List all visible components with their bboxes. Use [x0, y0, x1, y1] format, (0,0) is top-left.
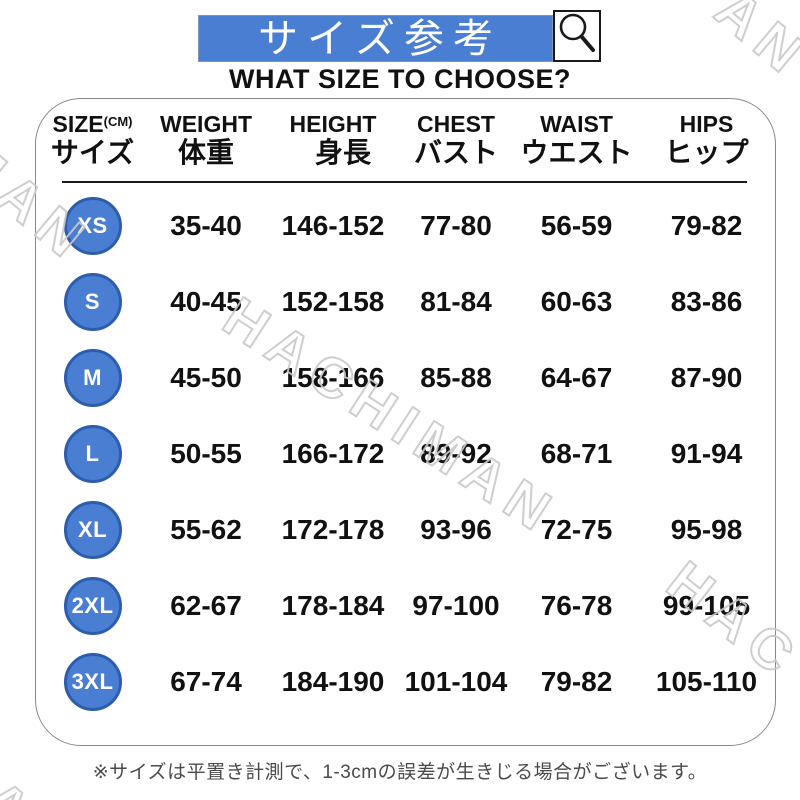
column-header-weight-jp: 体重: [177, 137, 234, 168]
cell-hips: 83-86: [670, 286, 743, 317]
cell-hips: 87-90: [670, 362, 743, 393]
measurement-disclaimer: ※サイズは平置き計測で、1-3cmの誤差が生きじる場合がございます。: [92, 762, 708, 783]
cell-hips: 91-94: [670, 438, 743, 469]
cell-hips: 79-82: [670, 210, 743, 241]
column-header-hips: HIPS: [679, 111, 734, 137]
column-header-size: SIZE(CM): [52, 111, 133, 137]
table-row: M 45-50 158-166 85-88 64-67 87-90: [36, 340, 775, 416]
column-header-waist: WAIST: [540, 111, 613, 137]
table-row: 3XL 67-74 184-190 101-104 79-82 105-110: [36, 644, 775, 720]
column-header-size-jp: サイズ: [50, 137, 135, 168]
cell-hips: 105-110: [655, 666, 758, 697]
table-row: XS 35-40 146-152 77-80 56-59 79-82: [36, 188, 775, 264]
table-row: L 50-55 166-172 89-92 68-71 91-94: [36, 416, 775, 492]
cell-chest: 81-84: [420, 286, 492, 317]
table-header-japanese: サイズ 体重 身長 バスト ウエスト ヒップ: [36, 131, 775, 171]
size-badge: 2XL: [63, 577, 122, 635]
cell-chest: 101-104: [404, 666, 508, 697]
cell-weight: 40-45: [170, 286, 242, 317]
cell-weight: 35-40: [170, 210, 242, 241]
cell-waist: 60-63: [540, 286, 613, 317]
size-badge: S: [63, 273, 122, 331]
search-box: [553, 10, 601, 62]
magnifier-icon: [555, 10, 599, 63]
size-badge: 3XL: [63, 653, 122, 711]
cell-height: 158-166: [281, 362, 385, 393]
cell-weight: 67-74: [170, 666, 242, 697]
cell-waist: 76-78: [540, 590, 613, 621]
table-header-english: SIZE(CM) WEIGHT HEIGHT CHEST WAIST HIPS: [36, 99, 775, 137]
table-body: XS 35-40 146-152 77-80 56-59 79-82 S 40-…: [36, 183, 775, 720]
cell-waist: 64-67: [540, 362, 613, 393]
size-badge: M: [63, 349, 122, 407]
table-row: XL 55-62 172-178 93-96 72-75 95-98: [36, 492, 775, 568]
column-header-height-jp: 身長: [314, 137, 371, 168]
cell-height: 184-190: [281, 666, 385, 697]
size-badge: XS: [63, 197, 122, 255]
cell-waist: 68-71: [540, 438, 613, 469]
header-divider: [62, 181, 747, 183]
cell-height: 172-178: [281, 514, 385, 545]
cell-chest: 93-96: [420, 514, 492, 545]
cell-height: 152-158: [281, 286, 385, 317]
cell-height: 178-184: [281, 590, 385, 621]
cell-height: 166-172: [281, 438, 385, 469]
cell-weight: 45-50: [170, 362, 242, 393]
cell-chest: 97-100: [412, 590, 500, 621]
cell-waist: 72-75: [540, 514, 613, 545]
cell-weight: 62-67: [170, 590, 242, 621]
size-unit-suffix: (CM): [103, 114, 133, 129]
cell-height: 146-152: [281, 210, 385, 241]
column-header-weight: WEIGHT: [160, 111, 252, 137]
subtitle: WHAT SIZE TO CHOOSE?: [228, 64, 571, 94]
cell-hips: 95-98: [670, 514, 743, 545]
cell-hips: 99-105: [662, 590, 751, 621]
cell-waist: 79-82: [540, 666, 613, 697]
cell-chest: 77-80: [420, 210, 492, 241]
size-badge: L: [63, 425, 122, 483]
title-banner: サイズ参考: [198, 15, 553, 62]
table-row: 2XL 62-67 178-184 97-100 76-78 99-105: [36, 568, 775, 644]
column-header-chest-jp: バスト: [413, 137, 498, 168]
column-header-chest: CHEST: [417, 111, 495, 137]
cell-waist: 56-59: [540, 210, 613, 241]
page-title: サイズ参考: [258, 15, 502, 61]
column-header-height: HEIGHT: [289, 111, 377, 137]
column-header-waist-jp: ウエスト: [520, 137, 633, 168]
column-header-hips-jp: ヒップ: [664, 137, 749, 168]
cell-chest: 85-88: [420, 362, 492, 393]
cell-chest: 89-92: [420, 438, 492, 469]
cell-weight: 50-55: [170, 438, 242, 469]
size-table: SIZE(CM) WEIGHT HEIGHT CHEST WAIST HIPS …: [35, 98, 776, 746]
cell-weight: 55-62: [170, 514, 242, 545]
size-badge: XL: [63, 501, 122, 559]
table-row: S 40-45 152-158 81-84 60-63 83-86: [36, 264, 775, 340]
